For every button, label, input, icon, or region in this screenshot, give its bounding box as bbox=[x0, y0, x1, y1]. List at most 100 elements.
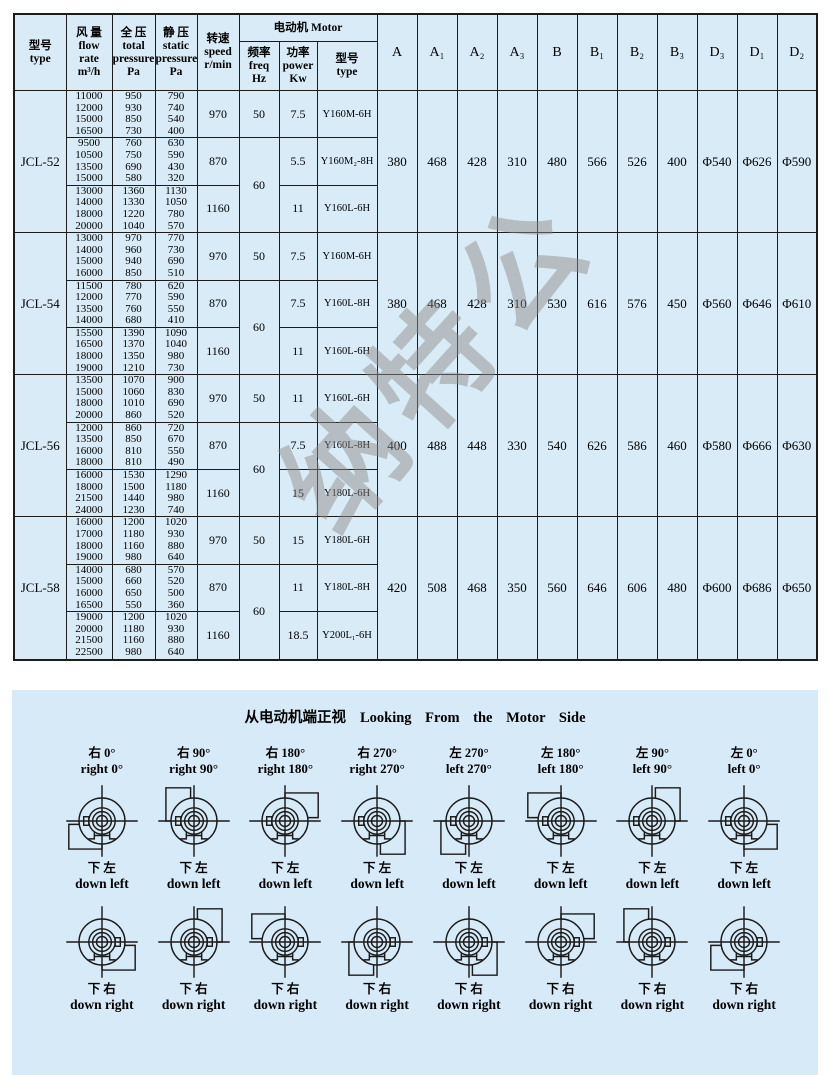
cell-dim-B2: 576 bbox=[616, 232, 658, 376]
fan-orientation-cell: 下 右 down right bbox=[148, 892, 240, 1013]
cell-motor-type: Y160L-8H bbox=[316, 421, 378, 471]
cell-dim-B3: 480 bbox=[656, 516, 698, 660]
discharge-label-zh: 下 右 bbox=[546, 982, 575, 996]
cell-dim-A2: 448 bbox=[456, 374, 498, 518]
cell-motor-type: Y160L-6H bbox=[316, 374, 378, 423]
cell-motor-type: Y160M-6H bbox=[316, 89, 378, 139]
table-row: JCL-54 13000 14000 15000 16000 970 960 9… bbox=[13, 232, 818, 376]
discharge-label: 下 左 down left bbox=[240, 861, 332, 892]
col-header-freq: 频率 freq Hz bbox=[238, 41, 280, 91]
table-row: 13000 14000 18000 20000 1360 1330 1220 1… bbox=[14, 184, 817, 234]
col-header-static-pressure: 静 压 static pressure Pa bbox=[154, 13, 198, 91]
orientation-label-zh: 左 0° bbox=[730, 746, 758, 760]
discharge-label-en: down left bbox=[533, 876, 588, 891]
cell-dim-D1: Φ686 bbox=[736, 516, 778, 660]
col-header-A1: A₁ bbox=[416, 13, 458, 91]
discharge-label-zh: 下 左 bbox=[638, 861, 667, 875]
discharge-label-en: down left bbox=[166, 876, 221, 891]
discharge-label-en: down right bbox=[253, 997, 318, 1012]
fan-volute-icon bbox=[157, 785, 230, 857]
cell-static-pressure: 570 520 500 360 bbox=[154, 563, 198, 613]
col-header-motor-type: 型号 type bbox=[316, 41, 378, 91]
cell-dim-A: 420 bbox=[376, 516, 418, 660]
orientation-label-zh: 右 270° bbox=[357, 746, 397, 760]
discharge-label-zh: 下 左 bbox=[179, 861, 208, 875]
discharge-label-en: down left bbox=[350, 876, 404, 891]
discharge-label: 下 左 down left bbox=[423, 861, 515, 892]
col-header-A: A bbox=[376, 13, 418, 91]
cell-power: 7.5 bbox=[278, 279, 318, 328]
discharge-label-zh: 下 右 bbox=[730, 982, 759, 996]
cell-power: 18.5 bbox=[278, 611, 318, 660]
col-header-A3: A₃ bbox=[496, 13, 538, 91]
discharge-label-en: down left bbox=[717, 876, 771, 891]
orientation-label: 右 180° right 180° bbox=[240, 745, 332, 779]
table-header-row-1: 型号 type 风 量 flow rate m³/h 全 压 total pre… bbox=[13, 13, 818, 91]
cell-flow: 9500 10500 13500 15000 bbox=[65, 137, 113, 186]
fan-orientation-cell: 下 右 down right bbox=[240, 892, 332, 1013]
cell-static-pressure: 770 730 690 510 bbox=[154, 232, 198, 281]
cell-dim-A: 400 bbox=[376, 374, 418, 518]
discharge-label-zh: 下 左 bbox=[363, 861, 392, 875]
discharge-label: 下 右 down right bbox=[148, 982, 240, 1013]
discharge-label: 下 左 down left bbox=[148, 861, 240, 892]
cell-power: 7.5 bbox=[278, 89, 318, 139]
cell-motor-type: Y160L-6H bbox=[316, 326, 378, 376]
discharge-label-zh: 下 右 bbox=[87, 982, 116, 996]
cell-flow: 13000 14000 15000 16000 bbox=[65, 232, 113, 281]
cell-speed: 970 bbox=[196, 89, 240, 139]
fan-volute-icon bbox=[157, 906, 230, 978]
fan-orientation-cell: 右 90° right 90° 下 左 down left bbox=[148, 727, 240, 892]
discharge-label-zh: 下 左 bbox=[546, 861, 575, 875]
discharge-label-en: down left bbox=[442, 876, 496, 891]
col-header-flow: 风 量 flow rate m³/h bbox=[65, 13, 113, 91]
cell-flow: 19000 20000 21500 22500 bbox=[65, 611, 113, 660]
discharge-label-en: down right bbox=[620, 997, 685, 1012]
fan-volute-icon bbox=[341, 906, 413, 978]
discharge-label: 下 右 down right bbox=[698, 982, 790, 1013]
cell-flow: 16000 17000 18000 19000 bbox=[65, 516, 113, 565]
cell-static-pressure: 1290 1180 980 740 bbox=[154, 468, 198, 518]
table-header-row-2: 频率 freq Hz 功率 power Kw 型号 type bbox=[14, 41, 817, 91]
discharge-label-zh: 下 左 bbox=[87, 861, 116, 875]
discharge-label-en: down right bbox=[161, 997, 226, 1012]
discharge-label-en: down right bbox=[712, 997, 776, 1012]
table-row: 15500 16500 18000 19000 1390 1370 1350 1… bbox=[14, 326, 817, 376]
cell-freq: 50 bbox=[238, 89, 280, 139]
fan-orientation-cell: 左 0° left 0° 下 左 down left bbox=[698, 727, 790, 892]
fan-orientation-cell: 右 0° right 0° 下 左 down left bbox=[56, 727, 148, 892]
fan-volute-icon bbox=[249, 785, 322, 857]
cell-speed: 1160 bbox=[196, 468, 240, 518]
col-header-B3: B₃ bbox=[656, 13, 698, 91]
discharge-label-en: down right bbox=[70, 997, 134, 1012]
discharge-label: 下 左 down left bbox=[698, 861, 790, 892]
cell-dim-B2: 606 bbox=[616, 516, 658, 660]
cell-motor-type: Y180L-8H bbox=[316, 563, 378, 613]
cell-speed: 870 bbox=[196, 279, 240, 328]
orientation-label: 右 270° right 270° bbox=[331, 745, 423, 779]
orientation-label: 右 90° right 90° bbox=[148, 745, 240, 779]
table-row: JCL-56 13500 15000 18000 20000 1070 1060… bbox=[13, 374, 818, 518]
cell-flow: 13500 15000 18000 20000 bbox=[65, 374, 113, 423]
cell-dim-D2: Φ650 bbox=[776, 516, 818, 660]
model-name: JCL-58 bbox=[13, 516, 67, 660]
cell-power: 5.5 bbox=[278, 137, 318, 186]
cell-speed: 1160 bbox=[196, 184, 240, 234]
fan-orientation-cell: 下 右 down right bbox=[698, 892, 790, 1013]
cell-dim-A2: 428 bbox=[456, 232, 498, 376]
orientation-label-en: right 180° bbox=[257, 761, 314, 776]
discharge-label: 下 左 down left bbox=[607, 861, 699, 892]
motor-side-panel: 从电动机端正视 Looking From the Motor Side 右 0° … bbox=[12, 690, 818, 1075]
cell-freq: 60 bbox=[238, 421, 280, 518]
fan-volute-icon bbox=[341, 785, 413, 857]
cell-flow: 11000 12000 15000 16500 bbox=[65, 89, 113, 139]
cell-dim-B1: 646 bbox=[576, 516, 618, 660]
cell-speed: 970 bbox=[196, 374, 240, 423]
cell-total-pressure: 1530 1500 1440 1230 bbox=[111, 468, 156, 518]
table-row: 12000 13500 16000 18000 860 850 810 810 … bbox=[14, 421, 817, 518]
col-header-model: 型号 type bbox=[13, 13, 67, 91]
cell-motor-type: Y180L-6H bbox=[316, 468, 378, 518]
cell-power: 15 bbox=[278, 516, 318, 565]
cell-motor-type: Y160M-6H bbox=[316, 232, 378, 281]
